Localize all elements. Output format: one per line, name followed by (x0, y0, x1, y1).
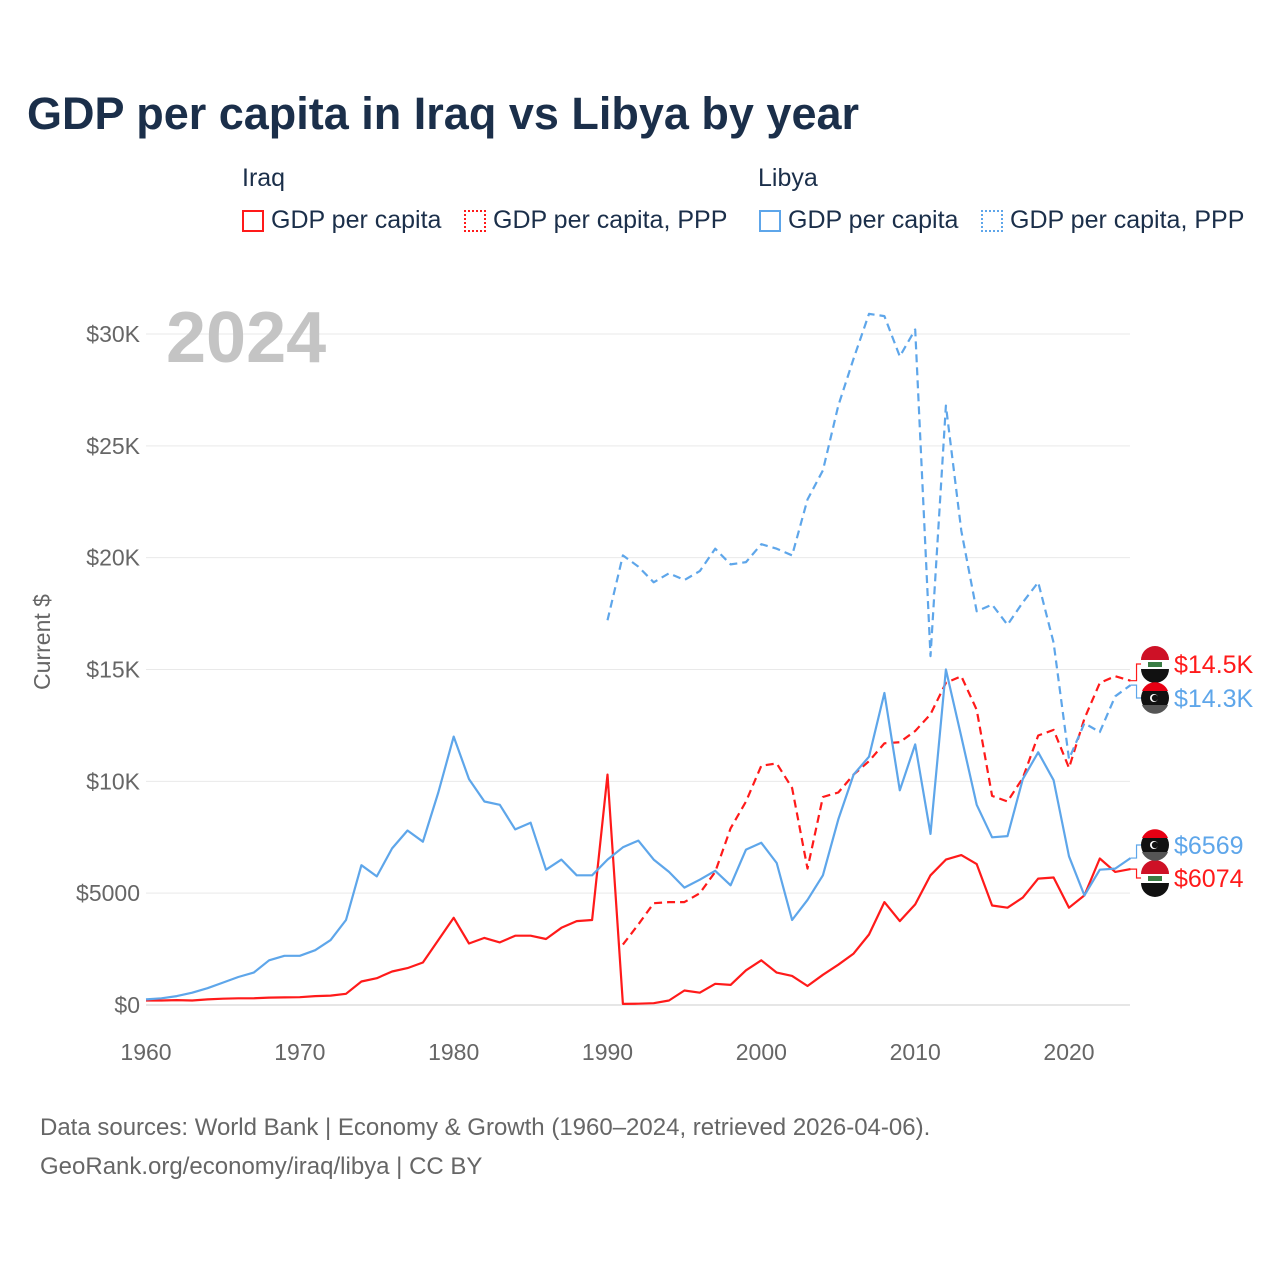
series-line-iraq-gdp-per-capita (146, 773, 1131, 1006)
x-tick-label: 2000 (736, 1039, 787, 1065)
libya-flag-icon (1141, 682, 1169, 714)
footer-sources: Data sources: World Bank | Economy & Gro… (40, 1114, 931, 1141)
x-tick-label: 1990 (582, 1039, 633, 1065)
legend-swatch-solid-blue (759, 209, 781, 232)
year-watermark: 2024 (166, 298, 326, 378)
x-tick-label: 2010 (890, 1039, 941, 1065)
legend-swatch-dotted-blue (981, 209, 1003, 232)
x-tick-label: 1960 (120, 1039, 171, 1065)
label-connector (1130, 844, 1143, 859)
series-line-iraq-gdp-per-capita-ppp (622, 675, 1131, 946)
series-line-libya-gdp-per-capita-ppp (606, 312, 1132, 761)
x-tick-label: 1980 (428, 1039, 479, 1065)
legend-swatch-dotted-red (464, 209, 486, 232)
y-tick-label: $15K (86, 657, 140, 683)
iraq-flag-icon (1141, 860, 1169, 897)
legend-swatch-solid-red (242, 209, 264, 232)
y-tick-label: $30K (86, 321, 140, 347)
end-value-label: $6569 (1174, 832, 1244, 860)
legend-label: GDP per capita (271, 206, 442, 234)
end-value-label: $6074 (1174, 865, 1244, 893)
y-tick-label: $20K (86, 545, 140, 571)
legend-libya-gdp[interactable]: GDP per capita (759, 206, 958, 235)
footer-link[interactable]: GeoRank.org/economy/iraq/libya | CC BY (40, 1153, 483, 1180)
series-line-libya-gdp-per-capita (145, 668, 1132, 1001)
y-tick-label: $0 (114, 992, 140, 1018)
iraq-flag-icon (1141, 646, 1169, 683)
legend-libya-ppp[interactable]: GDP per capita, PPP (981, 206, 1244, 235)
footer: Data sources: World Bank | Economy & Gro… (40, 1108, 930, 1186)
legend-iraq-gdp[interactable]: GDP per capita (242, 206, 441, 235)
y-tick-label: $5000 (76, 880, 140, 906)
legend-group-iraq: Iraq (242, 164, 286, 192)
label-connector (1130, 684, 1143, 699)
legend-group-libya: Libya (758, 164, 818, 192)
libya-flag-icon (1141, 829, 1169, 861)
x-tick-label: 1970 (274, 1039, 325, 1065)
y-tick-label: $10K (86, 768, 140, 794)
legend-iraq-ppp[interactable]: GDP per capita, PPP (464, 206, 727, 235)
legend-label: GDP per capita, PPP (493, 206, 728, 234)
end-value-label: $14.3K (1174, 685, 1254, 713)
end-value-label: $14.5K (1174, 651, 1254, 679)
legend-label: GDP per capita (788, 206, 959, 234)
legend-label: GDP per capita, PPP (1010, 206, 1245, 234)
x-tick-label: 2020 (1043, 1039, 1094, 1065)
label-connector (1130, 663, 1143, 682)
y-tick-label: $25K (86, 433, 140, 459)
chart-title: GDP per capita in Iraq vs Libya by year (27, 88, 860, 139)
y-axis-label: Current $ (29, 594, 55, 690)
label-connector (1130, 868, 1143, 879)
